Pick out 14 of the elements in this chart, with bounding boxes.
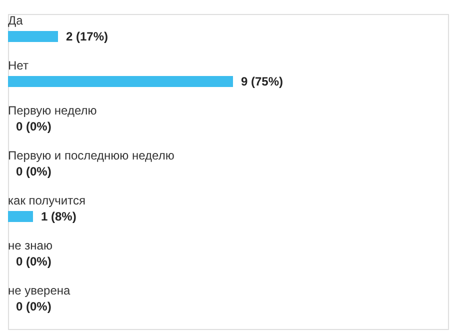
y-tick-label: Первую неделю [8,104,97,118]
y-tick-label: Нет [8,58,29,72]
data-label: 0 (0%) [16,254,52,268]
y-tick-label: как получится [8,194,86,208]
y-tick-label: не уверена [8,284,71,298]
data-label: 9 (75%) [241,74,284,88]
y-tick-label: не знаю [8,238,52,252]
data-label: 0 (0%) [16,300,52,314]
data-label: 0 (0%) [16,164,52,178]
data-label: 1 (8%) [41,210,76,224]
data-label: 2 (17%) [66,30,108,44]
y-tick-label: Да [8,14,24,28]
data-label: 0 (0%) [16,120,52,134]
y-tick-label: Первую и последнюю неделю [8,148,174,162]
